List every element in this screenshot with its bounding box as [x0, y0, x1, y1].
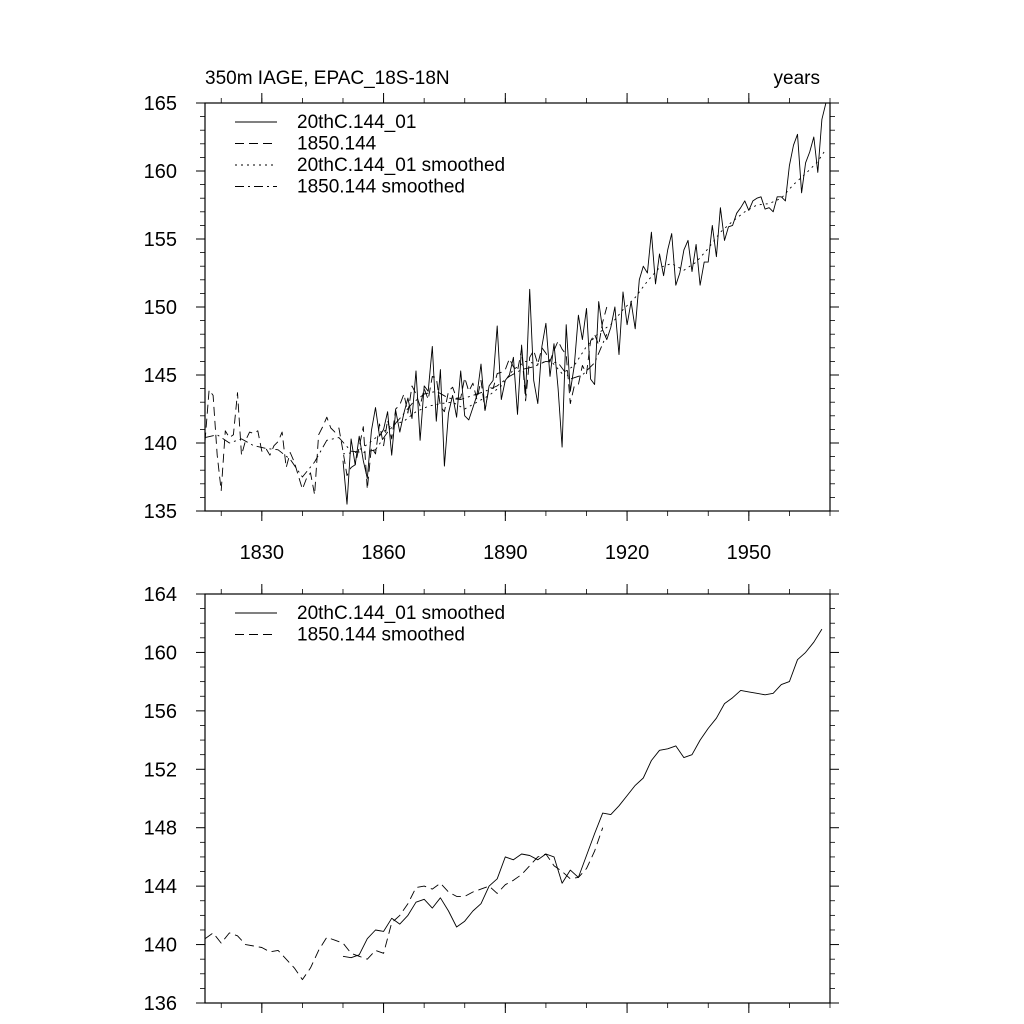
y-tick-label: 155 [144, 229, 177, 251]
series-line-20thc-144-01-smoothed [342, 628, 823, 959]
bottom-panel: 136 140 144 148 152 156 160 164 20thC.144_01 smo… [144, 584, 839, 1015]
y-tick-label: 140 [144, 935, 177, 957]
y-tick-label: 136 [144, 993, 177, 1015]
chart-units: years [774, 68, 820, 89]
legend-label: 1850.144 smoothed [297, 625, 465, 646]
y-tick-label: 148 [144, 818, 177, 840]
x-tick-label: 1950 [727, 542, 772, 564]
x-tick-label: 1920 [605, 542, 650, 564]
legend-label: 20thC.144_01 smoothed [297, 155, 505, 176]
y-tick-label: 160 [144, 161, 177, 183]
y-tick-label: 144 [144, 876, 177, 898]
series-line-1850-144 [204, 306, 608, 496]
y-tick-label: 150 [144, 297, 177, 319]
top-panel: 135 140 145 150 155 160 165 1830 1860 1890 1920 195… [144, 68, 839, 564]
x-tick-label: 1830 [240, 542, 285, 564]
y-tick-label: 165 [144, 93, 177, 115]
series-line-1850-144-smoothed [204, 827, 604, 981]
y-tick-label: 164 [144, 584, 177, 606]
y-tick-label: 160 [144, 642, 177, 664]
chart-title: 350m IAGE, EPAC_18S-18N [205, 68, 450, 89]
x-tick-label: 1890 [483, 542, 528, 564]
legend-label: 1850.144 smoothed [297, 177, 465, 198]
y-tick-label: 145 [144, 365, 177, 387]
y-tick-label: 140 [144, 433, 177, 455]
legend-label: 20thC.144_01 [297, 112, 416, 133]
y-tick-label: 156 [144, 701, 177, 723]
x-tick-label: 1860 [361, 542, 406, 564]
legend-label: 20thC.144_01 smoothed [297, 603, 505, 624]
y-tick-label: 152 [144, 759, 177, 781]
y-tick-label: 135 [144, 501, 177, 523]
legend-label: 1850.144 [297, 134, 377, 155]
